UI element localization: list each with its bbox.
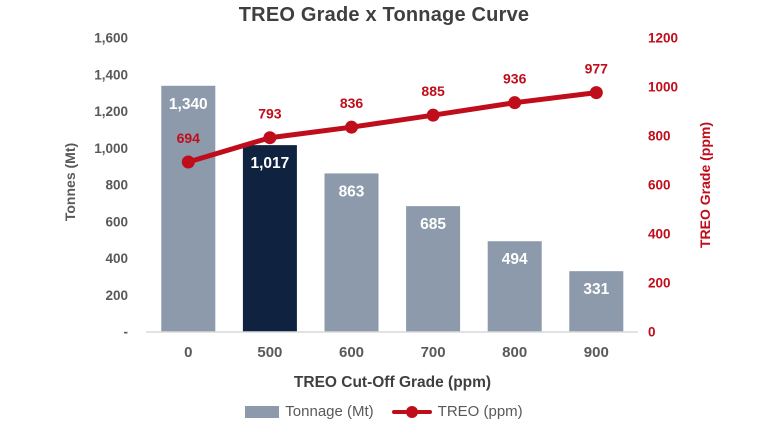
line-value-label: 885 xyxy=(421,83,445,99)
legend-label-tonnage: Tonnage (Mt) xyxy=(285,403,374,420)
treo-line-marker-600[interactable] xyxy=(345,120,358,134)
legend-item-treo[interactable]: TREO (ppm) xyxy=(391,403,523,420)
tonnage-bar-600[interactable] xyxy=(324,173,379,332)
legend-item-tonnage[interactable]: Tonnage (Mt) xyxy=(245,403,374,420)
bar-value-label: 1,017 xyxy=(251,155,290,172)
left-axis-tick-label: 1,600 xyxy=(94,31,128,46)
line-value-label: 694 xyxy=(177,130,201,146)
treo-line-swatch-icon xyxy=(391,405,432,419)
x-axis-tick-label: 800 xyxy=(502,344,527,361)
left-axis-tick-label: 800 xyxy=(105,178,128,193)
left-axis-tick-label: 400 xyxy=(105,251,128,266)
x-axis-tick-label: 500 xyxy=(257,344,282,361)
line-value-label: 936 xyxy=(503,71,527,87)
left-axis-tick-label: 600 xyxy=(105,214,128,229)
tonnage-bar-swatch-icon xyxy=(245,405,280,418)
bar-value-label: 331 xyxy=(583,281,609,298)
right-axis-tick-label: 0 xyxy=(648,325,656,340)
treo-line-marker-900[interactable] xyxy=(589,86,603,100)
chart-title: TREO Grade x Tonnage Curve xyxy=(238,4,530,26)
right-axis-tick-label: 200 xyxy=(648,276,671,291)
right-axis-tick-label: 400 xyxy=(648,227,671,242)
bar-value-label: 863 xyxy=(339,183,365,200)
right-axis-tick-label: 1200 xyxy=(648,31,678,46)
legend: Tonnage (Mt) TREO (ppm) xyxy=(0,403,768,420)
x-axis-tick-label: 600 xyxy=(339,344,364,361)
left-axis-tick-label: 200 xyxy=(105,288,128,303)
treo-line-marker-700[interactable] xyxy=(426,108,440,122)
tonnage-bar-900[interactable] xyxy=(569,271,624,332)
treo-line-marker-500[interactable] xyxy=(263,131,277,145)
tonnage-bar-800[interactable] xyxy=(487,241,542,332)
treo-line-marker-0[interactable] xyxy=(181,155,195,169)
line-value-label: 836 xyxy=(340,95,364,111)
bar-value-label: 685 xyxy=(420,216,446,233)
treo-line-marker-800[interactable] xyxy=(508,96,522,110)
tonnage-bar-0[interactable] xyxy=(161,85,216,333)
tonnage-bar-500[interactable] xyxy=(242,145,297,332)
x-axis-title: TREO Cut-Off Grade (ppm) xyxy=(293,374,492,391)
left-axis-tick-label: 1,400 xyxy=(94,67,128,82)
line-value-label: 793 xyxy=(258,106,282,122)
x-axis-tick-label: 0 xyxy=(184,344,192,361)
left-axis-tick-label: 1,000 xyxy=(94,141,128,156)
left-axis-tick-label: 1,200 xyxy=(94,104,128,119)
tonnage-bar-700[interactable] xyxy=(406,206,461,332)
x-axis-tick-label: 900 xyxy=(584,344,609,361)
x-axis-tick-label: 700 xyxy=(421,344,446,361)
left-axis-tick-label: - xyxy=(124,325,129,340)
legend-label-treo: TREO (ppm) xyxy=(437,403,523,420)
line-value-label: 977 xyxy=(585,61,609,77)
treo-line-series[interactable] xyxy=(185,90,599,165)
bar-value-label: 1,340 xyxy=(169,96,208,113)
right-axis-tick-label: 800 xyxy=(648,129,671,144)
right-axis-tick-label: 1000 xyxy=(648,80,678,95)
bar-value-label: 494 xyxy=(502,251,528,268)
right-axis-tick-label: 600 xyxy=(648,178,671,193)
